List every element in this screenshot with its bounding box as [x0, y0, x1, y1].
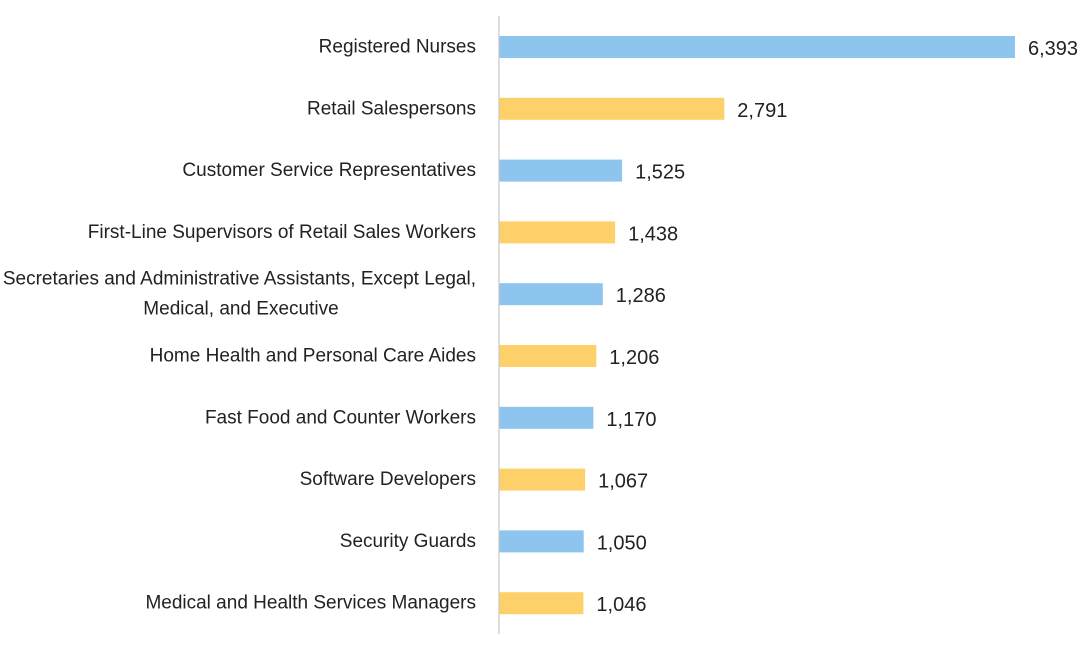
- bar-8: [499, 468, 586, 491]
- value-label-8: 1,067: [598, 471, 648, 493]
- bar-7: [499, 406, 594, 429]
- value-labels: 6,393 2,791 1,525 1,438 1,286 1,206 1,170 1,067…: [596, 38, 1078, 616]
- bar-1: [499, 36, 1015, 58]
- bar-3: [499, 159, 623, 182]
- category-label-line: Registered Nurses: [319, 37, 476, 58]
- value-label-9: 1,050: [597, 532, 647, 554]
- bar-6: [499, 345, 597, 367]
- bars-layer: [499, 36, 1015, 615]
- category-label-5: Secretaries and Administrative Assistant…: [3, 269, 476, 320]
- category-label-4: First-Line Supervisors of Retail Sales W…: [88, 222, 476, 243]
- bar-9: [499, 530, 584, 553]
- category-label-9: Security Guards: [340, 531, 476, 552]
- value-label-5: 1,286: [616, 285, 666, 307]
- category-label-3: Customer Service Representatives: [182, 160, 476, 181]
- category-label-2: Retail Salespersons: [307, 98, 476, 119]
- category-label-1: Registered Nurses: [319, 37, 476, 58]
- value-label-2: 2,791: [737, 100, 787, 122]
- category-label-8: Software Developers: [300, 469, 476, 490]
- value-label-4: 1,438: [628, 223, 678, 245]
- category-label-line: Medical and Health Services Managers: [145, 593, 476, 614]
- category-label-line: Medical, and Executive: [143, 299, 338, 320]
- value-label-10: 1,046: [596, 594, 646, 616]
- category-label-line: Retail Salespersons: [307, 98, 476, 119]
- category-label-line: Home Health and Personal Care Aides: [150, 346, 476, 367]
- category-label-line: First-Line Supervisors of Retail Sales W…: [88, 222, 476, 243]
- category-label-7: Fast Food and Counter Workers: [205, 407, 476, 428]
- value-label-3: 1,525: [635, 162, 685, 184]
- value-label-1: 6,393: [1028, 38, 1078, 60]
- category-labels: Registered Nurses Retail Salespersons Cust…: [3, 37, 476, 614]
- bar-5: [499, 283, 603, 306]
- category-label-line: Customer Service Representatives: [182, 160, 476, 181]
- bar-10: [499, 592, 584, 615]
- bar-4: [499, 221, 616, 244]
- category-label-line: Software Developers: [300, 469, 476, 490]
- category-label-line: Security Guards: [340, 531, 476, 552]
- category-label-line: Secretaries and Administrative Assistant…: [3, 269, 476, 290]
- category-label-line: Fast Food and Counter Workers: [205, 407, 476, 428]
- category-label-10: Medical and Health Services Managers: [145, 593, 476, 614]
- value-label-6: 1,206: [609, 347, 659, 369]
- category-label-6: Home Health and Personal Care Aides: [150, 346, 476, 367]
- value-label-7: 1,170: [606, 409, 656, 431]
- bar-2: [499, 97, 725, 120]
